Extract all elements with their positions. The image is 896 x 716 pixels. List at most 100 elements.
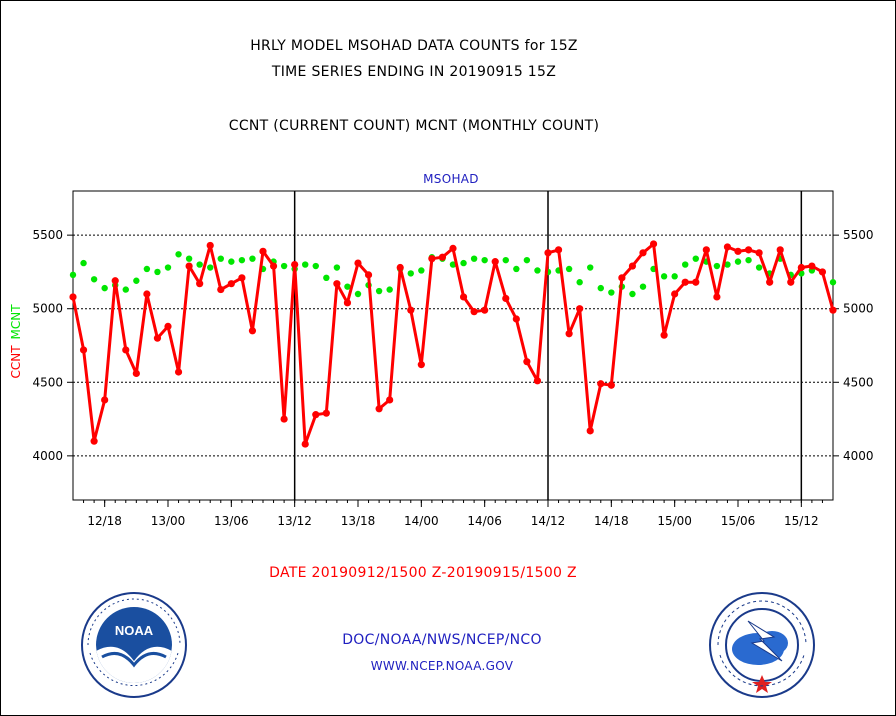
mcnt-point <box>460 259 467 267</box>
ccnt-point <box>787 278 795 286</box>
mcnt-point <box>576 279 583 286</box>
x-tick-label: 13/06 <box>214 514 249 528</box>
ccnt-point <box>354 259 362 267</box>
mcnt-point <box>639 283 647 290</box>
ccnt-point <box>681 278 689 286</box>
mcnt-point <box>597 284 604 292</box>
y-axis-label-mcnt: MCNT <box>9 304 23 340</box>
mcnt-point <box>196 261 203 268</box>
mcnt-point <box>565 265 573 273</box>
chart-title-line2: TIME SERIES ENDING IN 20190915 15Z <box>271 64 557 80</box>
ccnt-point <box>628 262 637 270</box>
x-tick-label: 15/00 <box>657 514 692 528</box>
mcnt-point <box>513 265 520 273</box>
ccnt-point <box>196 280 204 288</box>
ccnt-point <box>122 346 130 354</box>
plot-area <box>72 190 834 501</box>
ccnt-point <box>449 244 457 252</box>
mcnt-point <box>164 264 172 271</box>
mcnt-point <box>375 287 383 295</box>
mcnt-point <box>608 289 615 296</box>
ccnt-line <box>71 242 835 446</box>
mcnt-point <box>354 290 362 298</box>
ccnt-point <box>702 246 710 254</box>
x-tick-label: 13/18 <box>341 514 376 528</box>
ccnt-point <box>417 361 425 369</box>
ccnt-point <box>523 358 531 366</box>
ccnt-point <box>396 263 404 272</box>
ccnt-point <box>101 396 109 404</box>
mcnt-point <box>418 267 425 274</box>
ccnt-point <box>322 409 330 417</box>
ccnt-point <box>280 415 288 423</box>
website-label: WWW.NCEP.NOAA.GOV <box>370 659 514 673</box>
mcnt-point <box>660 273 668 280</box>
ccnt-point <box>132 369 140 378</box>
ccnt-point <box>238 274 246 282</box>
mcnt-point <box>449 261 457 268</box>
ccnt-point <box>502 294 510 303</box>
mcnt-point <box>829 279 837 286</box>
ccnt-point <box>386 396 394 404</box>
ccnt-point <box>269 262 278 270</box>
mcnt-point <box>344 283 351 290</box>
ccnt-point <box>428 255 436 263</box>
ccnt-point <box>459 293 468 301</box>
mcnt-point <box>133 277 140 284</box>
x-tick-label: 14/06 <box>467 514 502 528</box>
x-tick-label: 15/06 <box>721 514 756 528</box>
ccnt-point <box>248 327 257 335</box>
date-range-label: DATE 20190912/1500 Z-20190915/1500 Z <box>269 565 577 581</box>
x-tick-label: 15/12 <box>784 514 819 528</box>
ccnt-point <box>639 249 647 257</box>
mcnt-point <box>312 262 319 270</box>
ccnt-point <box>597 380 605 388</box>
ccnt-point <box>576 305 584 313</box>
ccnt-point <box>544 249 552 257</box>
ccnt-point <box>407 306 415 314</box>
ccnt-point <box>755 249 763 257</box>
mcnt-point <box>713 262 721 270</box>
mcnt-point <box>122 286 129 293</box>
ccnt-point <box>586 427 594 435</box>
ccnt-point <box>776 246 784 254</box>
x-tick-label: 12/18 <box>87 514 122 528</box>
ccnt-point <box>818 268 827 276</box>
ccnt-point <box>174 368 183 376</box>
mcnt-point <box>534 267 541 274</box>
mcnt-point <box>69 271 77 279</box>
nws-logo-icon <box>709 592 815 698</box>
mcnt-point <box>249 255 256 262</box>
ccnt-point <box>375 405 383 413</box>
mcnt-point <box>724 261 731 268</box>
mcnt-point <box>101 284 108 292</box>
mcnt-point <box>734 258 742 265</box>
mcnt-point <box>671 273 678 280</box>
mcnt-point <box>175 251 182 258</box>
ccnt-point <box>618 274 626 282</box>
ccnt-point <box>90 437 98 445</box>
y-tick-label-left: 5000 <box>32 302 63 316</box>
mcnt-point <box>587 264 594 271</box>
chart-title-line1: HRLY MODEL MSOHAD DATA COUNTS for 15Z <box>250 38 578 54</box>
ccnt-point <box>143 290 151 298</box>
ccnt-point <box>829 306 837 314</box>
mcnt-point <box>481 256 488 264</box>
org-label: DOC/NOAA/NWS/NCEP/NCO <box>342 632 542 648</box>
mcnt-point <box>228 258 235 265</box>
mcnt-point <box>745 256 752 264</box>
mcnt-point <box>217 255 224 262</box>
ccnt-point <box>333 280 341 288</box>
plot-label: MSOHAD <box>423 172 479 186</box>
ccnt-point <box>723 243 732 251</box>
mcnt-point <box>323 274 330 282</box>
mcnt-point <box>143 265 151 273</box>
ccnt-point <box>438 253 447 261</box>
ccnt-point <box>227 280 235 288</box>
ccnt-point <box>69 293 77 301</box>
ccnt-point <box>111 277 119 285</box>
ccnt-point <box>744 246 753 254</box>
ccnt-point <box>301 440 309 448</box>
ccnt-point <box>364 271 373 279</box>
mcnt-point <box>185 255 193 262</box>
